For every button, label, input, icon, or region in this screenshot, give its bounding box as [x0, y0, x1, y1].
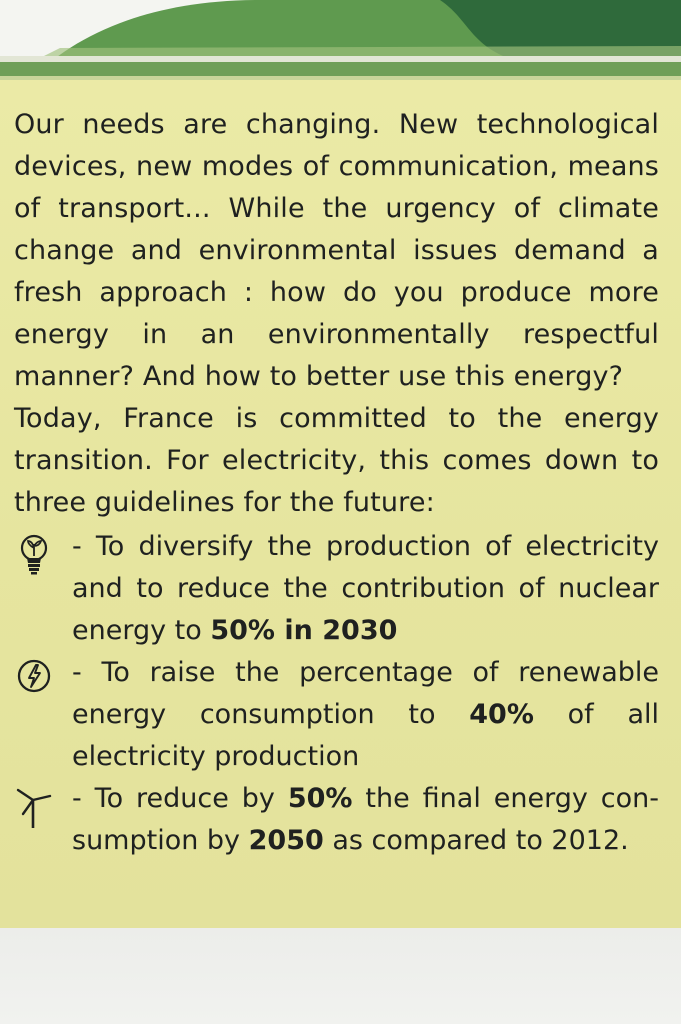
- white-divider: [0, 56, 681, 62]
- bottom-wall: [0, 928, 681, 1024]
- guideline-emphasis: 50% in 2030: [210, 615, 398, 646]
- guideline-text: - To reduce by 50% the final energy con-…: [72, 783, 659, 856]
- guideline-item: - To reduce by 50% the final energy con-…: [14, 778, 659, 862]
- decorative-top-band: [0, 0, 681, 80]
- green-stripe: [40, 46, 681, 58]
- guideline-text: - To diversify the production of electri…: [72, 531, 659, 646]
- guideline-emphasis: 2050: [248, 825, 324, 856]
- guideline-text: - To raise the percentage of renewable e…: [72, 657, 659, 772]
- guideline-emphasis: 50%: [287, 783, 353, 814]
- yellow-text-panel: [0, 80, 681, 928]
- intro-paragraph-block: Our needs are changing. New technologica…: [14, 104, 659, 398]
- green-wave-graphic: [0, 0, 681, 80]
- today-paragraph: Today, France is committed to the energy…: [14, 403, 659, 518]
- green-bottom-line: [0, 62, 681, 76]
- guideline-item: - To raise the percentage of renewable e…: [14, 652, 659, 778]
- guidelines-list: - To diversify the production of electri…: [14, 526, 659, 862]
- guideline-item: - To diversify the production of electri…: [14, 526, 659, 652]
- guideline-emphasis: 40%: [469, 699, 534, 730]
- intro-paragraph: Our needs are changing. New technologica…: [14, 109, 659, 392]
- today-paragraph-block: Today, France is committed to the energy…: [14, 398, 659, 524]
- band-edge: [0, 76, 681, 80]
- wind-turbine-icon: [16, 788, 52, 828]
- lightbulb-sprout-icon: [20, 534, 48, 575]
- lightning-circle-icon: [17, 659, 51, 693]
